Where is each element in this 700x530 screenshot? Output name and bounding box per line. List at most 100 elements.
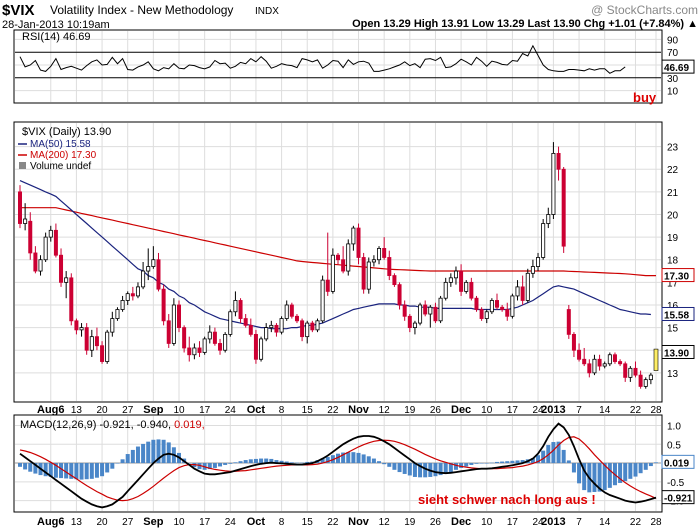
candle-up [43,236,48,261]
macd-line [19,422,657,509]
macd-histogram-bar [387,463,392,467]
gridlines [15,31,661,511]
macd-histogram-bar [207,463,212,470]
x-tick-label: 10 [481,405,493,416]
macd-title: MACD(12,26,9) -0.921, -0.940, 0.019, [20,419,205,431]
candle-up [371,259,376,263]
price-y-tick-label: 15 [667,324,679,335]
x-tick-label: 20 [97,517,109,528]
candle-up [428,306,433,315]
buy-annotation: buy [633,90,657,105]
candle-down [505,309,510,317]
macd-histogram-bar [397,463,402,473]
macd-histogram-bar [438,463,443,476]
macd-histogram-bar [459,463,464,468]
price-y-tick-label: 21 [667,188,679,199]
macd-annotation: sieht schwer nach long aus ! [418,492,596,507]
candle-up [115,309,120,319]
macd-histogram-bar [325,457,330,464]
x-tick-label: 22 [630,517,642,528]
x-axis-labels: Aug6 Aug6 13 13 20 20 27 27 Sep Sep 10 10 17 17 24 24 Oc… [37,404,662,528]
x-tick-label: Sep [143,516,163,528]
candle-down [69,277,74,322]
candle-down [459,270,464,292]
x-tick-label: 15 [302,405,314,416]
macd-histogram-bar [248,459,253,464]
x-tick-label: 17 [507,405,519,416]
candle-up [648,374,653,381]
x-tick-label: Sep [143,404,163,416]
macd-histogram-bar [495,461,499,464]
macd-histogram-bar [469,463,474,465]
macd-hist-value-tag: 0.019 [664,458,689,469]
macd-histogram-bar [500,461,505,464]
x-tick-label: 13 [71,405,83,416]
candle-up [269,324,274,329]
candle-down [325,279,330,292]
macd-histogram-bar [274,460,279,464]
macd-histogram-bar [110,463,115,469]
macd-histogram-bar [541,450,546,464]
x-tick-label: 12 [379,405,391,416]
macd-histogram-bar [269,458,274,464]
price-y-tick-label: 20 [667,210,679,221]
candle-up [628,367,633,378]
symbol: $VIX [2,2,35,19]
candle-up [48,229,53,238]
rsi-y-tick-label: 10 [667,87,679,98]
macd-histogram-bar [43,463,48,477]
x-tick-label: Aug6 [37,404,65,416]
candle-up [530,266,535,274]
candle-down [310,322,315,331]
candle-up [330,254,335,292]
macd-histogram-bar [320,458,325,464]
macd-histogram-bar [33,463,38,474]
macd-histogram-bar [264,458,269,464]
x-tick-label: 24 [532,517,544,528]
macd-histogram-bar [566,460,571,464]
candle-up [443,281,448,299]
candle-up [141,270,146,288]
candle-down [633,367,638,376]
candle-down [520,286,525,301]
x-tick-label: 10 [481,517,493,528]
candle-up [643,379,648,387]
macd-histogram-bar [489,462,494,464]
macd-histogram-bar [146,441,151,464]
macd-histogram-bar [48,463,53,477]
x-tick-label: Dec [451,516,471,528]
x-tick-label: 24 [225,517,237,528]
candle-up [515,286,520,297]
candle-up [284,304,289,319]
ma200-legend: MA(200) 17.30 [30,150,97,161]
macd-histogram-bar [228,463,233,464]
macd-histogram-bar [156,439,161,464]
x-tick-label: 12 [379,517,391,528]
x-tick-label: 19 [404,517,416,528]
macd-y-tick-label: 0.5 [667,440,681,451]
candle-down [612,354,617,362]
macd-histogram-bar [238,461,243,464]
macd-histogram-bar [135,446,140,464]
x-tick-label: 15 [302,517,314,528]
macd-histogram-bar [648,463,653,467]
ma200-value-tag-box [661,268,695,283]
price-y-tick-label: 13 [667,369,679,380]
watermark: @ StockCharts.com [591,3,698,17]
candle-down [638,374,643,387]
x-tick-label: 7 [576,405,582,416]
candle-up [171,304,176,344]
candle-up [607,354,612,365]
candle-up [464,281,469,292]
macd-histogram-bar [197,463,202,470]
candle-down [618,361,623,365]
macd-histogram-bar [643,463,648,470]
candle-up [602,363,607,367]
candle-down [238,300,243,319]
candle-down [300,320,305,338]
candle-up [320,279,325,322]
x-tick-label: Dec [451,404,471,416]
macd-histogram-bar [23,463,28,470]
candle-up [438,297,443,322]
macd-histogram-bar [592,463,597,492]
